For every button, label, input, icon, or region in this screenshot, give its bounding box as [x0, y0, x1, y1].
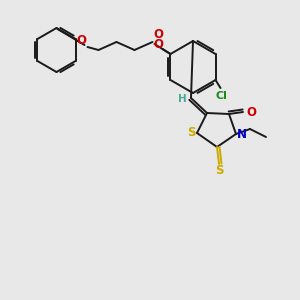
Text: N: N — [237, 128, 247, 142]
Text: O: O — [76, 34, 86, 46]
Text: O: O — [246, 106, 256, 118]
Text: S: S — [215, 164, 223, 178]
Text: Cl: Cl — [216, 91, 227, 101]
Text: H: H — [178, 94, 186, 104]
Text: O: O — [154, 38, 164, 52]
Text: O: O — [154, 28, 164, 40]
Text: S: S — [187, 125, 195, 139]
